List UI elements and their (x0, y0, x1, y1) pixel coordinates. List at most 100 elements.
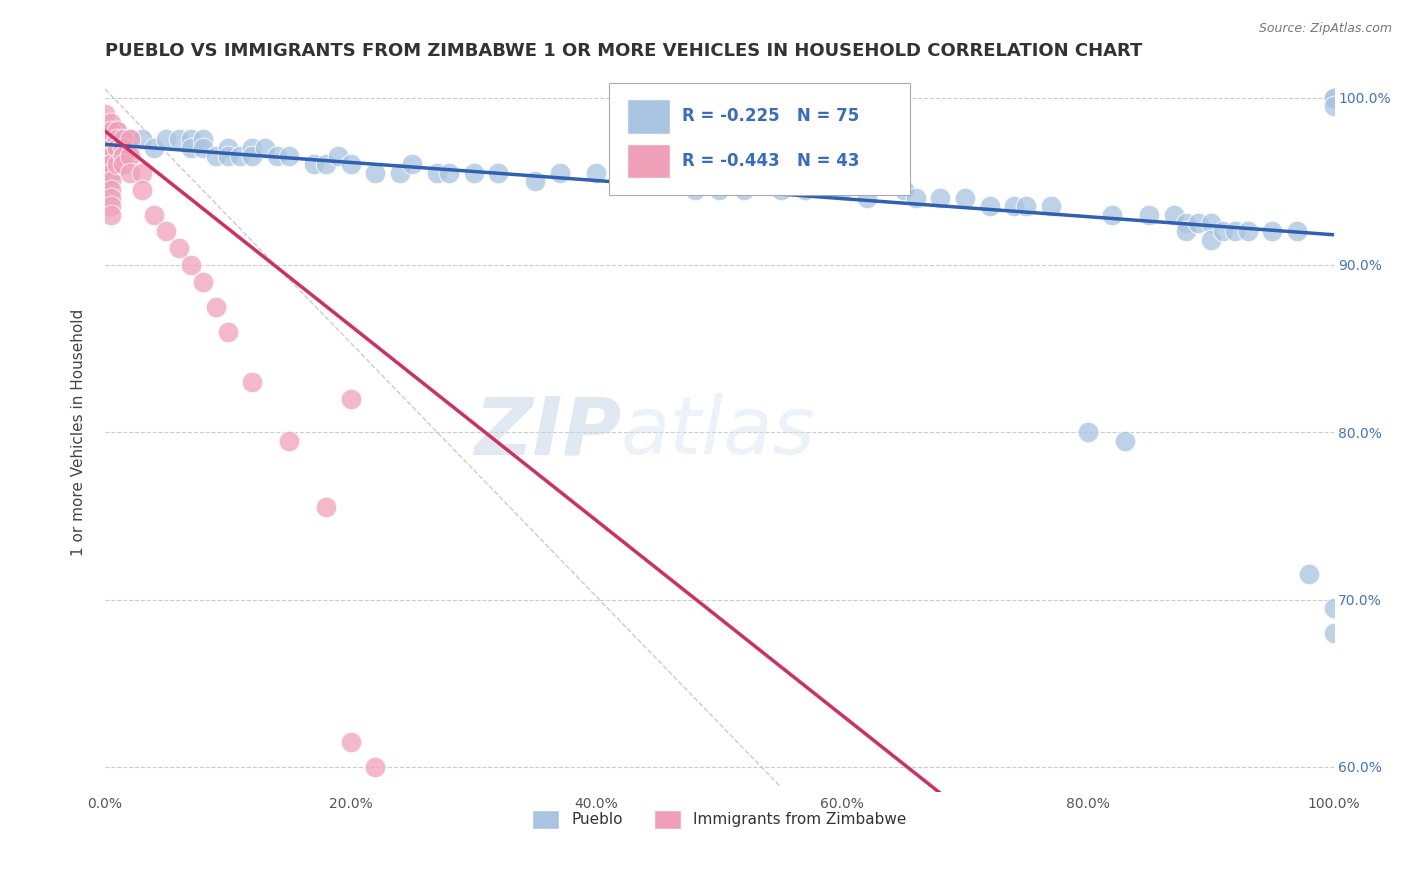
Point (118, 166, 141, 180)
Text: PUEBLO VS IMMIGRANTS FROM ZIMBABWE 1 OR MORE VEHICLES IN HOUSEHOLD CORRELATION C: PUEBLO VS IMMIGRANTS FROM ZIMBABWE 1 OR … (105, 42, 1142, 60)
Point (364, 760, 387, 774)
Point (180, 258, 202, 272)
Point (1236, 224, 1258, 238)
Point (315, 500, 337, 515)
Point (94, 124, 117, 138)
Point (118, 132, 141, 146)
Point (486, 166, 509, 180)
Point (523, 174, 546, 188)
Point (94, 107, 117, 121)
Bar (627, 144, 671, 178)
Point (105, 124, 128, 138)
Point (193, 275, 215, 289)
Point (683, 183, 706, 197)
Point (100, 174, 122, 188)
Point (1285, 224, 1308, 238)
Point (1225, 224, 1247, 238)
Point (229, 149, 252, 163)
Point (1322, 90, 1344, 104)
Point (1322, 626, 1344, 640)
Point (1114, 434, 1136, 448)
Point (204, 300, 226, 314)
Point (548, 166, 571, 180)
Point (1322, 600, 1344, 615)
Point (155, 224, 177, 238)
FancyBboxPatch shape (609, 83, 910, 194)
Point (112, 141, 135, 155)
Point (217, 325, 239, 339)
Point (1199, 216, 1222, 230)
Point (1322, 90, 1344, 104)
Point (794, 183, 817, 197)
Point (1175, 216, 1198, 230)
Point (1077, 425, 1099, 440)
Point (1163, 208, 1185, 222)
Point (585, 166, 607, 180)
Point (100, 208, 122, 222)
Point (266, 149, 288, 163)
Point (364, 166, 387, 180)
Point (112, 149, 135, 163)
Point (105, 157, 128, 171)
Point (100, 166, 122, 180)
Point (1199, 233, 1222, 247)
Point (118, 149, 141, 163)
Point (831, 183, 853, 197)
Point (437, 166, 460, 180)
Point (118, 141, 141, 155)
Point (953, 191, 976, 205)
Point (100, 141, 122, 155)
Point (463, 166, 485, 180)
Point (100, 132, 122, 146)
Point (388, 166, 411, 180)
Point (278, 434, 301, 448)
Bar (627, 99, 671, 134)
Point (929, 191, 952, 205)
Point (180, 141, 202, 155)
Point (302, 157, 325, 171)
Point (131, 132, 153, 146)
Point (242, 141, 264, 155)
Point (979, 199, 1001, 213)
Point (143, 208, 166, 222)
Point (94, 132, 117, 146)
Point (328, 149, 350, 163)
Point (94, 132, 117, 146)
Point (100, 191, 122, 205)
Point (253, 141, 276, 155)
Point (100, 115, 122, 129)
Text: ZIP: ZIP (474, 393, 621, 471)
Point (1101, 208, 1123, 222)
Point (315, 157, 337, 171)
Point (105, 141, 128, 155)
Point (180, 132, 202, 146)
Point (893, 183, 915, 197)
Point (105, 124, 128, 138)
Point (100, 149, 122, 163)
Point (401, 157, 423, 171)
Point (100, 124, 122, 138)
Point (1137, 208, 1160, 222)
Point (278, 149, 301, 163)
Point (426, 166, 449, 180)
Point (242, 375, 264, 389)
Point (167, 132, 190, 146)
Point (1322, 99, 1344, 113)
Point (131, 183, 153, 197)
Point (105, 141, 128, 155)
Y-axis label: 1 or more Vehicles in Household: 1 or more Vehicles in Household (72, 309, 86, 556)
Point (647, 174, 669, 188)
Point (100, 199, 122, 213)
Point (1175, 224, 1198, 238)
Point (1261, 224, 1284, 238)
Point (131, 166, 153, 180)
Point (1212, 224, 1234, 238)
Point (1187, 216, 1209, 230)
Text: Source: ZipAtlas.com: Source: ZipAtlas.com (1258, 22, 1392, 36)
Point (733, 183, 755, 197)
Point (204, 149, 226, 163)
Text: atlas: atlas (621, 393, 815, 471)
Point (167, 241, 190, 255)
Point (112, 132, 135, 146)
Point (1298, 567, 1320, 582)
